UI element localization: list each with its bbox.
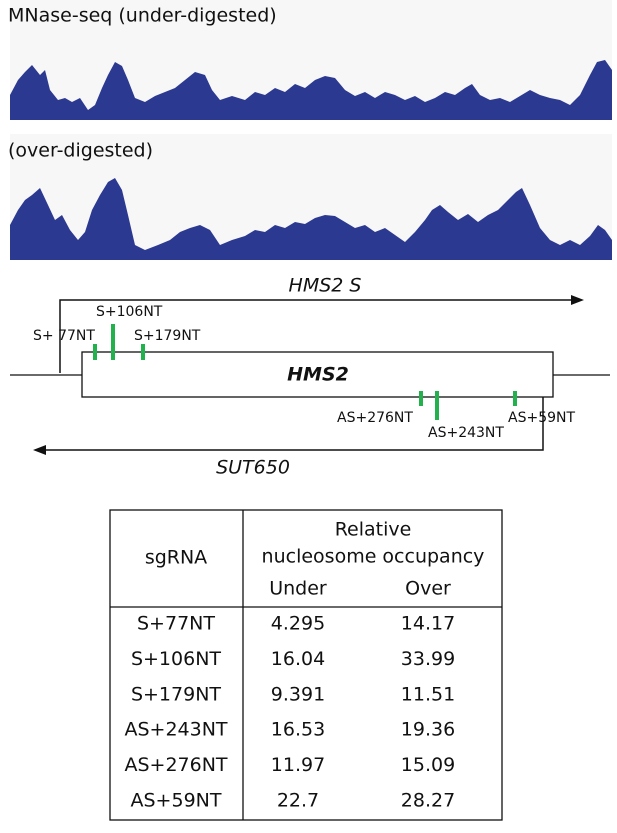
table-cell: 14.17 (401, 613, 455, 635)
table-header: Under (269, 578, 327, 600)
gene-box (81, 351, 554, 398)
table-cell: 9.391 (271, 683, 325, 705)
table-cell: 28.27 (401, 790, 455, 812)
table-header: nucleosome occupancy (262, 546, 485, 568)
table-cell: 33.99 (401, 648, 455, 670)
arrowhead (571, 295, 584, 305)
table-cell: AS+59NT (131, 790, 222, 812)
table-header: sgRNA (145, 547, 207, 569)
table-cell: 19.36 (401, 719, 455, 741)
sgrna-label: S+ 77NT (33, 328, 95, 344)
coverage-track (10, 178, 612, 260)
coverage-track (10, 60, 612, 120)
sgrna-label: AS+243NT (428, 425, 504, 441)
table-cell: S+179NT (131, 683, 221, 705)
table-cell: 15.09 (401, 754, 455, 776)
sense-arrow (59, 299, 575, 373)
table-cell: 11.97 (271, 754, 325, 776)
track-label: MNase-seq (under-digested) (8, 5, 277, 27)
sgrna-label: S+179NT (134, 328, 201, 344)
table-cell: 11.51 (401, 683, 455, 705)
table-cell: 16.53 (271, 719, 325, 741)
table-header: Over (405, 578, 451, 600)
table: sgRNA Relative nucleosome occupancy Unde… (109, 509, 503, 821)
arrowhead (33, 445, 46, 455)
gene-label: SUT650 (216, 457, 290, 479)
gene-label: HMS2 (287, 364, 349, 386)
gene-label: HMS2 S (289, 275, 362, 297)
table-header: Relative (335, 519, 412, 541)
table-cell: AS+276NT (124, 754, 227, 776)
antisense-arrow (42, 397, 544, 451)
sgrna-label: AS+276NT (337, 410, 413, 426)
table-cell: S+106NT (131, 648, 221, 670)
table-cell: 22.7 (277, 790, 319, 812)
table-cell: 4.295 (271, 613, 325, 635)
table-cell: S+77NT (137, 613, 215, 635)
table-cell: AS+243NT (124, 719, 227, 741)
sgrna-label: S+106NT (96, 304, 163, 320)
sgrna-label: AS+59NT (508, 410, 575, 426)
track-label: (over-digested) (8, 140, 153, 162)
table-cell: 16.04 (271, 648, 325, 670)
table-border (109, 509, 503, 821)
sgrna-ticks (93, 324, 517, 420)
